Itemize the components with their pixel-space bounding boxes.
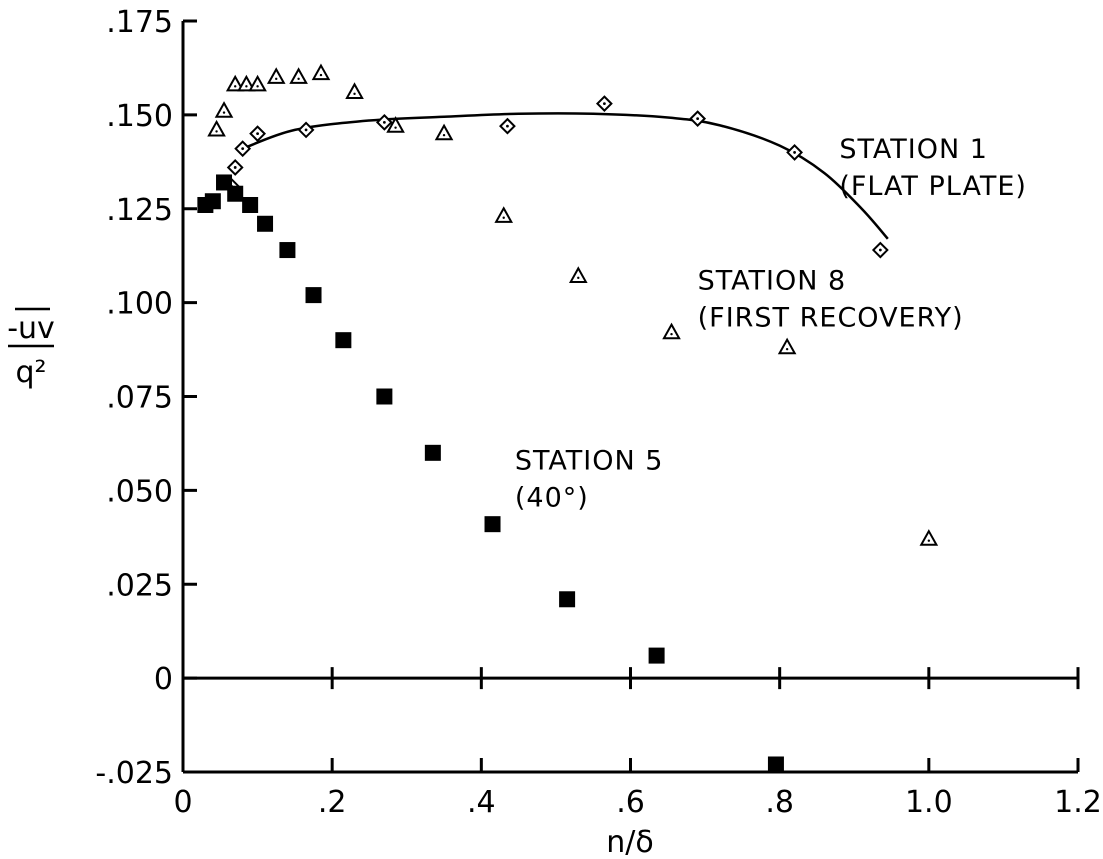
data-markers	[197, 63, 939, 773]
diamond-marker-dot	[233, 166, 237, 169]
x-tick-label: 1.2	[1054, 785, 1102, 820]
series-annotation: STATION 1 (FLAT PLATE)	[839, 134, 1027, 202]
diamond-marker-dot	[241, 147, 245, 151]
square-marker	[335, 332, 352, 349]
diamond-marker-dot	[878, 248, 882, 252]
annotations: STATION 1 (FLAT PLATE) STATION 8 (FIRST REC…	[515, 134, 1027, 514]
y-tick-label: 0	[154, 662, 173, 697]
triangle-marker	[311, 63, 331, 81]
triangle-marker-dot	[215, 130, 218, 133]
triangle-marker	[207, 119, 226, 137]
triangle-marker	[494, 206, 514, 223]
triangle-marker-dot	[927, 539, 931, 542]
square-marker	[767, 756, 784, 773]
triangle-marker	[225, 74, 245, 92]
x-tick-label: 0	[173, 785, 192, 820]
triangle-marker	[434, 123, 454, 141]
triangle-marker	[214, 101, 234, 118]
y-axis-title-numerator: -uv	[7, 311, 55, 346]
y-tick-label: .175	[106, 5, 173, 40]
y-ticks: -.025 0 .025 .050 .075 .100 .125 .150 .175	[95, 5, 197, 791]
square-marker	[376, 388, 393, 405]
fit-curve	[242, 112, 889, 240]
triangle-marker-dot	[275, 77, 278, 81]
x-ticks: 0 .2 .4 .6 .8 1.0 1.2	[173, 667, 1102, 820]
triangle-marker-dot	[502, 216, 505, 219]
diamond-marker-dot	[793, 151, 796, 154]
x-tick-label: .6	[616, 785, 645, 820]
triangle-marker-dot	[670, 332, 673, 336]
triangle-marker-dot	[297, 77, 300, 81]
triangle-marker	[777, 337, 797, 355]
triangle-marker-dot	[353, 92, 356, 96]
square-marker	[279, 242, 296, 259]
x-tick-label: .8	[765, 785, 794, 820]
triangle-marker	[345, 82, 364, 99]
square-marker	[648, 647, 665, 664]
triangle-marker-dot	[234, 85, 237, 88]
diamond-marker-dot	[382, 120, 386, 124]
annotation-line: STATION 1	[839, 134, 988, 165]
y-tick-label: .050	[106, 474, 173, 509]
square-marker	[559, 591, 576, 608]
triangle-marker	[919, 529, 939, 546]
diamond-marker-dot	[506, 124, 509, 128]
fit-curves	[242, 112, 889, 240]
square-marker	[305, 287, 322, 304]
triangle-marker	[237, 74, 256, 92]
triangle-marker-dot	[245, 85, 248, 88]
triangle-marker-dot	[394, 126, 397, 129]
triangle-marker	[386, 116, 405, 133]
y-axis-title-denominator: q²	[15, 355, 46, 390]
annotation-line: (FLAT PLATE)	[839, 171, 1027, 202]
triangle-marker	[266, 67, 286, 84]
triangle-marker-dot	[319, 73, 323, 77]
diamond-marker-dot	[602, 102, 606, 106]
x-tick-label: 1.0	[905, 785, 953, 820]
annotation-line: (FIRST RECOVERY)	[698, 302, 964, 333]
triangle-marker-dot	[577, 276, 580, 280]
series-annotation: STATION 5 (40°)	[515, 446, 664, 514]
triangle-marker	[248, 74, 267, 92]
triangle-marker-dot	[442, 133, 446, 137]
x-tick-label: .2	[318, 785, 347, 820]
annotation-line: STATION 5	[515, 446, 664, 477]
square-marker	[424, 444, 441, 461]
x-axis-title: n/δ	[606, 825, 653, 859]
y-tick-label: .075	[106, 381, 173, 416]
y-tick-label: .025	[106, 568, 173, 603]
square-marker	[242, 196, 259, 213]
y-tick-label: .100	[106, 287, 173, 322]
square-marker	[257, 215, 274, 232]
y-tick-label: .125	[106, 193, 173, 228]
diamond-marker-dot	[696, 117, 700, 121]
annotation-line: (40°)	[515, 483, 589, 514]
square-marker	[227, 185, 244, 202]
triangle-marker	[662, 322, 681, 340]
y-tick-label: -.025	[95, 756, 173, 791]
diamond-marker-dot	[304, 128, 308, 132]
triangle-marker	[289, 67, 308, 84]
triangle-marker	[568, 266, 588, 283]
annotation-line: STATION 8	[698, 265, 847, 296]
y-axis-title: -uv q²	[7, 307, 55, 390]
triangle-marker-dot	[256, 85, 259, 88]
square-marker	[484, 516, 501, 533]
triangle-marker-dot	[785, 347, 789, 351]
y-tick-label: .150	[106, 99, 173, 134]
diamond-marker-dot	[256, 132, 259, 136]
series-annotation: STATION 8 (FIRST RECOVERY)	[698, 265, 964, 333]
x-tick-label: .4	[467, 785, 496, 820]
triangle-marker-dot	[222, 111, 226, 114]
square-marker	[204, 193, 221, 210]
